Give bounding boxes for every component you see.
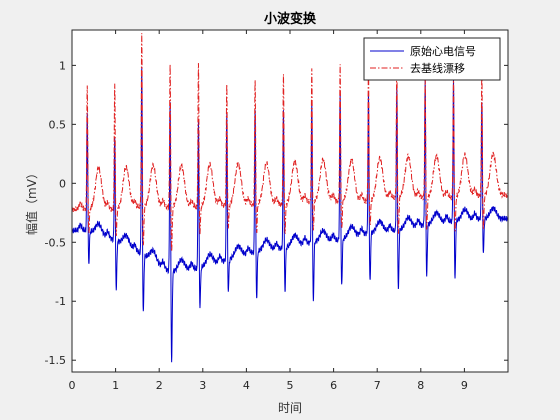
y-tick-label: -1.5 bbox=[45, 354, 66, 367]
y-axis-ticks: -1.5 -1 -0.5 0 0.5 1 bbox=[45, 59, 508, 367]
x-axis-label: 时间 bbox=[278, 401, 302, 415]
legend-label: 原始心电信号 bbox=[410, 44, 476, 58]
y-tick-label: -1 bbox=[55, 295, 66, 308]
legend-box bbox=[363, 37, 501, 81]
x-tick-label: 0 bbox=[69, 379, 76, 392]
y-tick-label: 0 bbox=[59, 177, 66, 190]
x-axis-ticks: 0 1 2 3 4 5 6 7 8 9 bbox=[69, 30, 468, 392]
series-line-baseline-removed bbox=[72, 33, 508, 252]
x-tick-label: 8 bbox=[417, 379, 424, 392]
legend-label: 去基线漂移 bbox=[410, 61, 465, 75]
x-tick-label: 7 bbox=[374, 379, 381, 392]
y-tick-label: -0.5 bbox=[45, 236, 66, 249]
plot-frame bbox=[71, 29, 509, 373]
x-tick-label: 2 bbox=[156, 379, 163, 392]
x-tick-label: 3 bbox=[199, 379, 206, 392]
chart-title: 小波变换 bbox=[264, 11, 317, 27]
x-tick-label: 5 bbox=[287, 379, 294, 392]
series-layer bbox=[72, 33, 508, 363]
x-tick-label: 1 bbox=[112, 379, 119, 392]
x-tick-label: 6 bbox=[330, 379, 337, 392]
x-tick-label: 4 bbox=[243, 379, 250, 392]
series-line-raw-ecg bbox=[72, 66, 508, 363]
y-tick-label: 0.5 bbox=[49, 118, 67, 131]
y-tick-label: 1 bbox=[59, 59, 66, 72]
x-tick-label: 9 bbox=[461, 379, 468, 392]
plot-background bbox=[72, 30, 508, 372]
y-axis-label: 幅值（mV） bbox=[24, 167, 39, 235]
